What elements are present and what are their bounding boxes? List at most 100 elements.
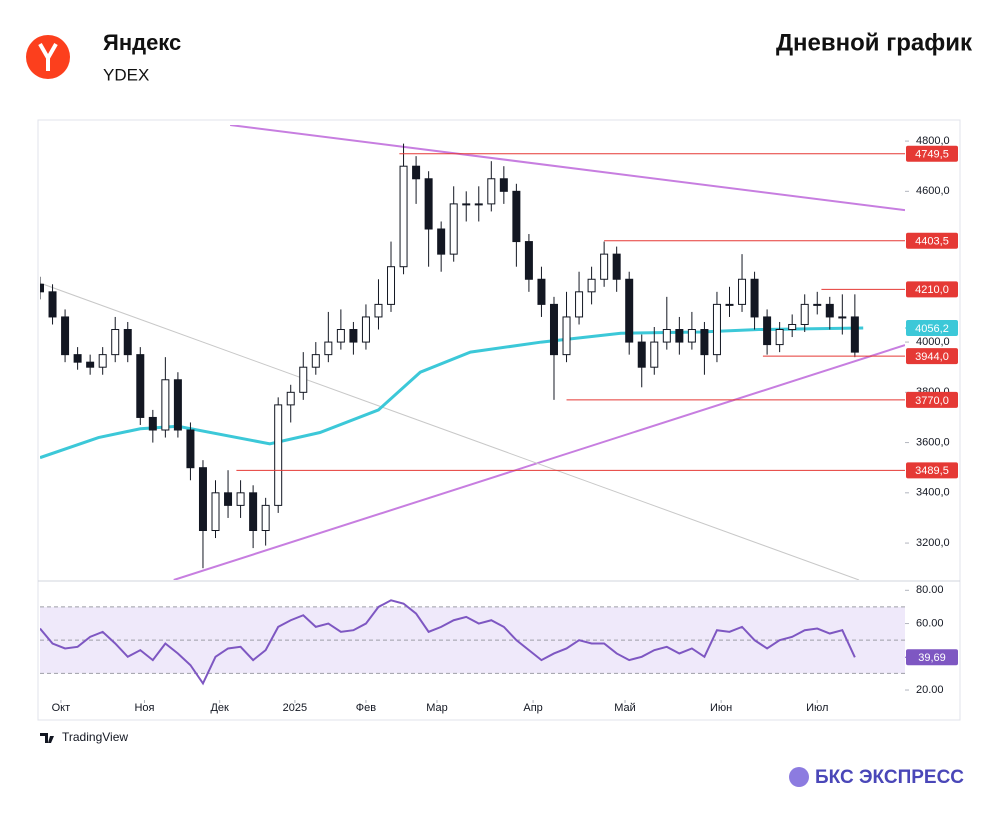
x-tick-label: Окт: [52, 702, 71, 714]
level-label-box: [906, 145, 958, 162]
candle-body: [813, 303, 822, 306]
candle-body: [637, 341, 646, 368]
candle-body: [700, 329, 709, 356]
candle-body: [349, 329, 358, 343]
level-label: 3770,0: [915, 395, 949, 407]
candle-body: [424, 178, 433, 230]
company-name: Яндекс: [103, 30, 181, 55]
candle-body: [775, 329, 784, 346]
level-label: 3944,0: [915, 351, 949, 363]
x-tick-label: Июл: [806, 702, 828, 714]
x-tick-label: 2025: [283, 702, 307, 714]
candle-body: [361, 316, 370, 343]
y-tick-label: 4600,0: [916, 185, 950, 197]
chart-frame: [37, 119, 961, 721]
candle-body: [61, 316, 70, 356]
price-plot: [40, 125, 905, 580]
candle-body: [286, 391, 295, 406]
candle-body: [249, 492, 258, 532]
candle-body: [474, 203, 483, 206]
candle-body: [374, 303, 383, 318]
candle-body: [625, 278, 634, 343]
candle-body: [437, 228, 446, 255]
moving-average: [40, 326, 864, 460]
y-tick-label: 4000,0: [916, 336, 950, 348]
rsi-line: [40, 599, 856, 686]
candle-body: [675, 329, 684, 343]
rsi-value-label-box: [906, 649, 958, 666]
x-tick-label: Дек: [210, 702, 229, 714]
candle-body: [687, 329, 696, 343]
x-tick-label: Май: [614, 702, 636, 714]
candle-body: [850, 316, 859, 353]
rsi-value-label: 39,69: [918, 652, 946, 664]
level-label-box: [906, 462, 958, 479]
candle-body: [838, 316, 847, 319]
candle-body: [299, 366, 308, 393]
candle-body: [462, 203, 471, 206]
candle-body: [224, 492, 233, 506]
level-label: 4403,5: [915, 236, 949, 248]
level-label-box: [906, 281, 958, 298]
candle-body: [800, 303, 809, 325]
candle-body: [161, 379, 170, 431]
brand-logo: [789, 767, 809, 787]
candle-body: [198, 467, 207, 532]
x-tick-label: Апр: [523, 702, 542, 714]
candle-body: [86, 361, 95, 368]
candle-body: [750, 278, 759, 318]
level-label: 4210,0: [915, 284, 949, 296]
candle-body: [575, 291, 584, 318]
candle-body: [487, 178, 496, 205]
trendline: [173, 344, 905, 580]
trendline: [230, 125, 905, 212]
candle-body: [537, 278, 546, 305]
candle-body: [512, 190, 521, 243]
candle-body: [136, 354, 145, 418]
candle-body: [662, 329, 671, 343]
y-tick-label: 4800,0: [916, 135, 950, 147]
candle-body: [111, 329, 120, 356]
y-tick-label: 3600,0: [916, 436, 950, 448]
candle-body: [763, 316, 772, 346]
brand: БКС ЭКСПРЕСС: [815, 767, 964, 788]
candle-body: [524, 241, 533, 280]
candle-body: [211, 492, 220, 532]
level-label-box: [906, 232, 958, 249]
x-tick-label: Июн: [710, 702, 732, 714]
chart-title: Дневной график: [776, 29, 973, 56]
y-tick-label: 20.00: [916, 684, 944, 696]
candle-body: [600, 253, 609, 280]
candle-body: [562, 316, 571, 356]
y-tick-label: 3200,0: [916, 537, 950, 549]
candle-body: [399, 165, 408, 268]
candle-body: [738, 278, 747, 305]
tv-logo: [40, 733, 54, 743]
candle-body: [549, 303, 558, 356]
candle-body: [186, 429, 195, 469]
candle-body: [324, 341, 333, 356]
y-tick-label: 3400,0: [916, 487, 950, 499]
logo-glyph: [38, 43, 58, 71]
candle-body: [612, 253, 621, 280]
candle-body: [387, 266, 396, 305]
level-label: 3489,5: [915, 465, 949, 477]
rsi-band: [40, 606, 905, 674]
x-tick-label: Мар: [426, 702, 448, 714]
candle-body: [48, 291, 57, 318]
candle-body: [73, 354, 82, 363]
ticker: YDEX: [103, 65, 149, 84]
candle-body: [274, 404, 283, 506]
candle-body: [825, 303, 834, 318]
y-tick-label: 80.00: [916, 584, 944, 596]
candle-body: [725, 303, 734, 306]
x-tick-label: Фев: [356, 702, 376, 714]
level-label-box: [906, 391, 958, 408]
y-tick-label: 60.00: [916, 617, 944, 629]
candle-body: [261, 504, 270, 532]
x-tick-label: Ноя: [134, 702, 154, 714]
candle-body: [311, 354, 320, 368]
candle-body: [148, 416, 157, 431]
